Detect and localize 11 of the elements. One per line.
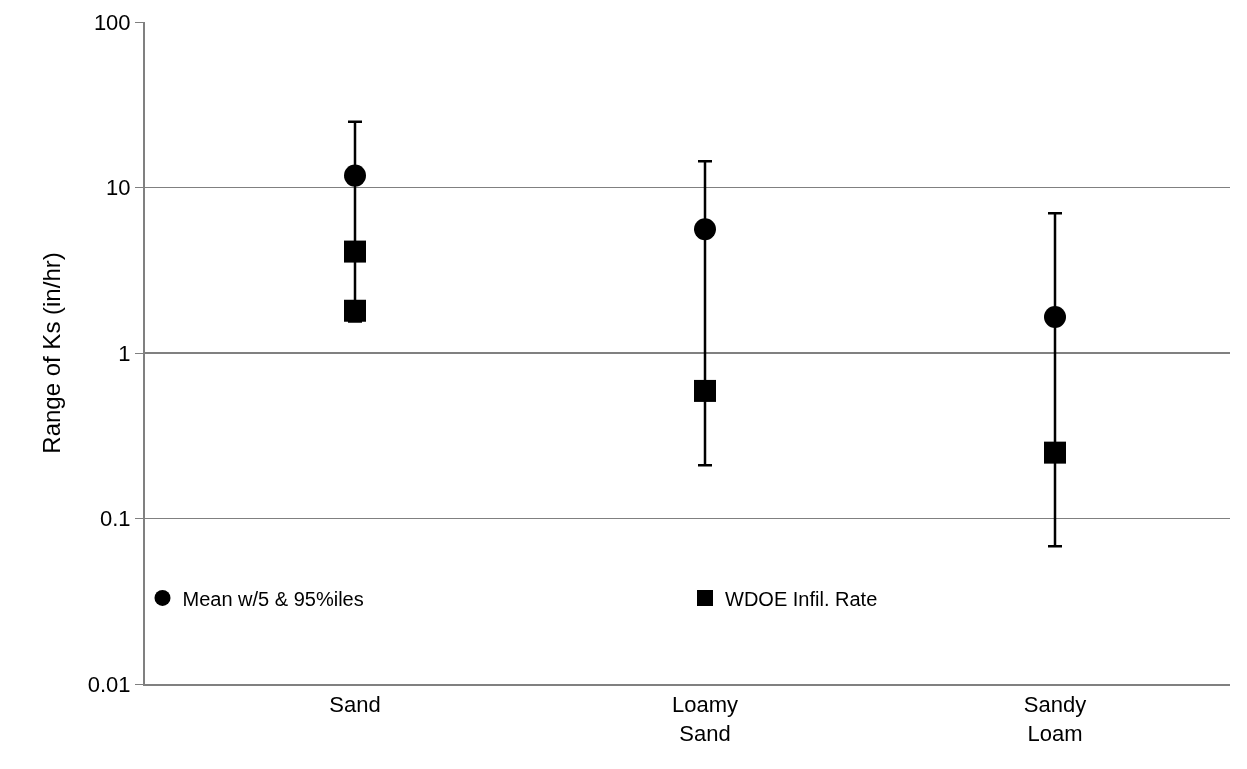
legend-label: WDOE Infil. Rate (725, 587, 878, 610)
x-tick-label: Loamy Sand (671, 692, 739, 746)
y-tick-label: 1 (118, 340, 131, 366)
y-axis-title: Range of Ks (in/hr) (38, 252, 66, 454)
y-tick-label: 100 (93, 9, 131, 35)
y-tick-label: 0.1 (100, 506, 131, 532)
x-tick-label: Sand (329, 692, 381, 718)
legend-label: Mean w/5 & 95%iles (182, 587, 364, 610)
y-tick-label: 0.01 (87, 671, 131, 697)
x-tick-label: Sandy Loam (1023, 692, 1087, 746)
y-tick-label: 10 (106, 175, 131, 201)
